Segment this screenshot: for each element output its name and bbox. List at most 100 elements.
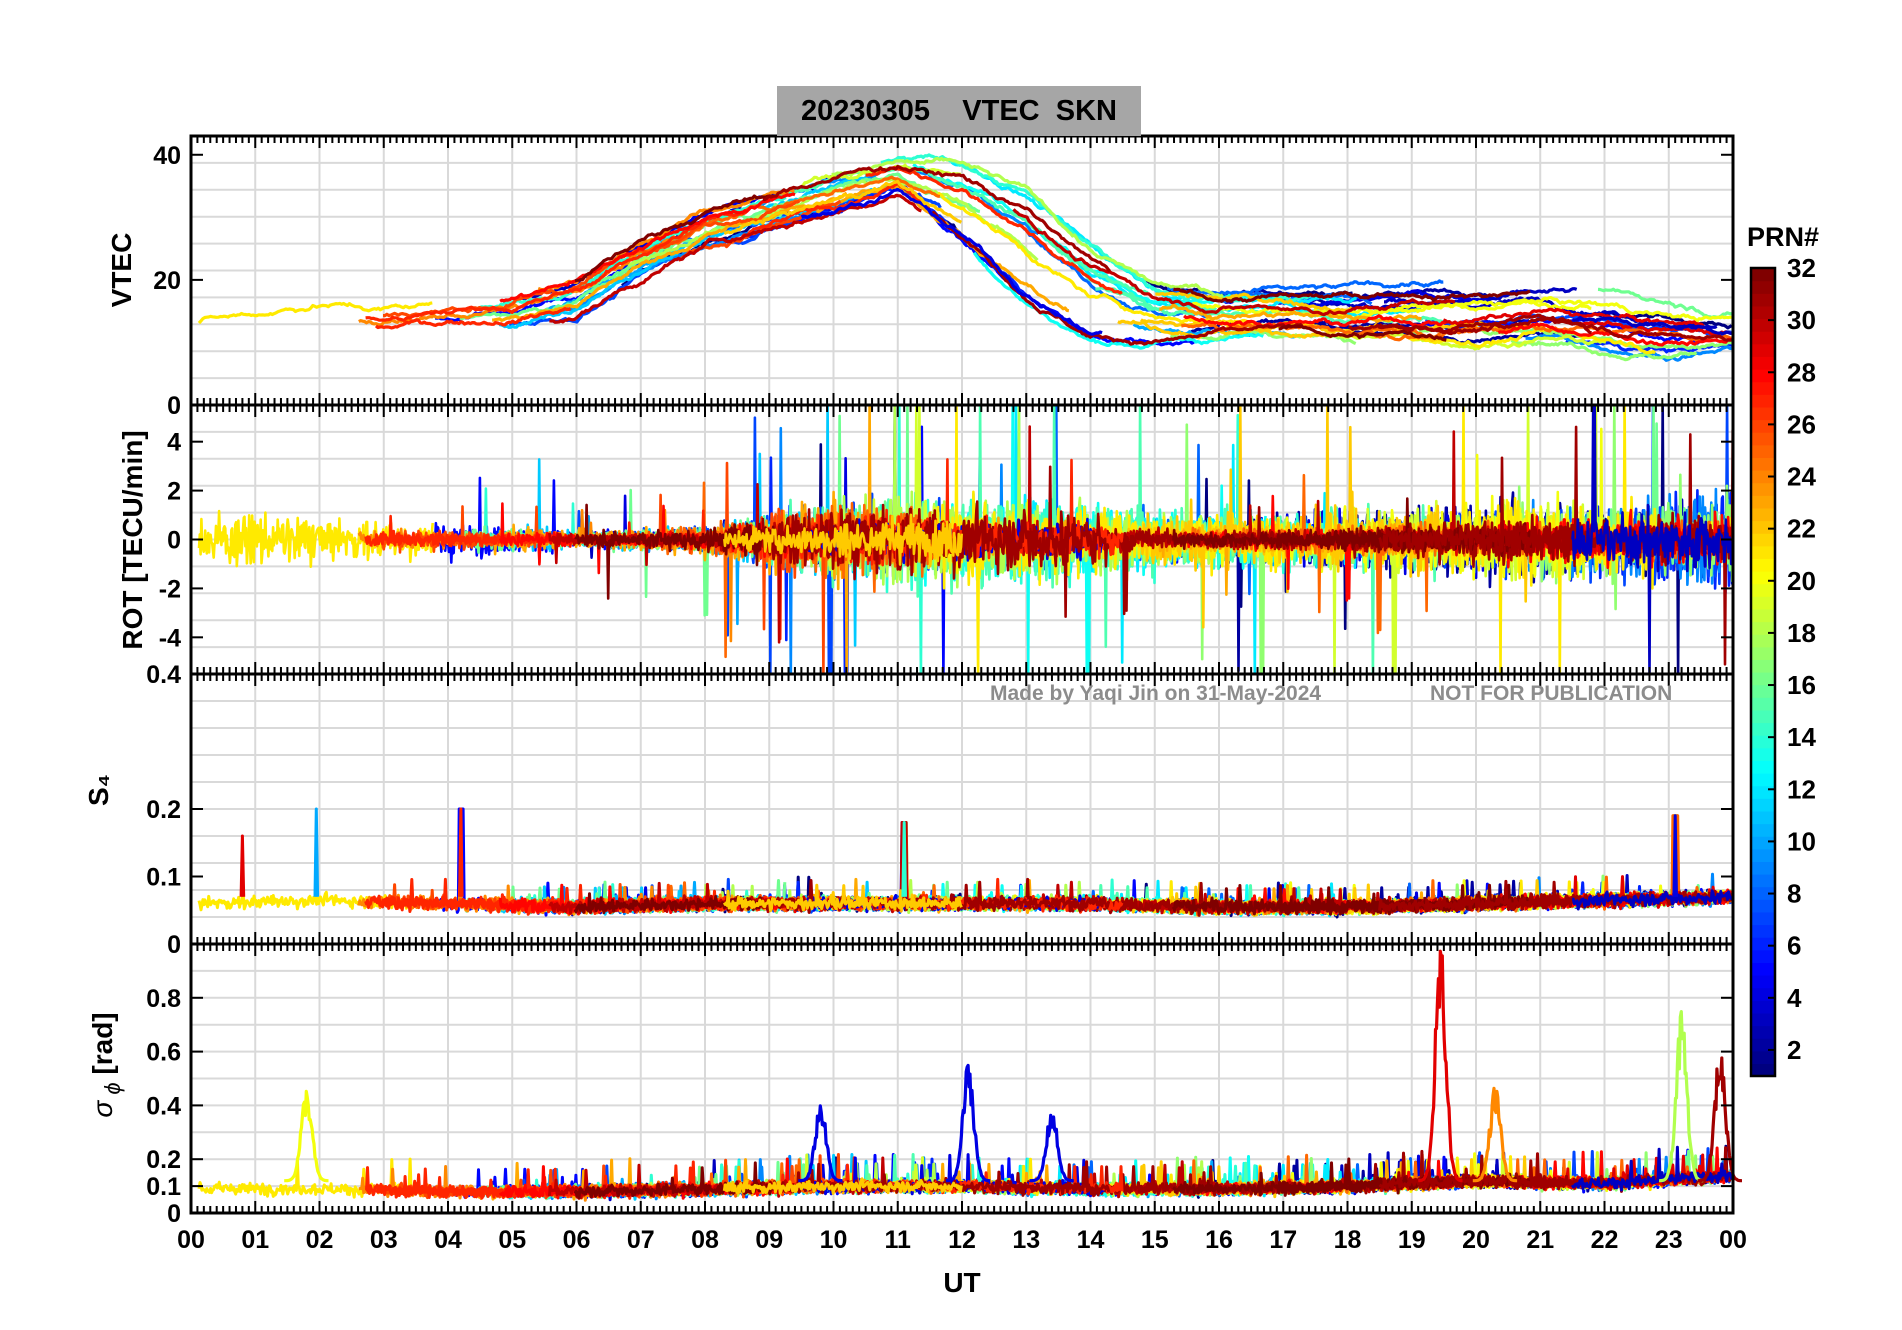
x-tick-label: 05 [498,1226,526,1254]
prn-22-series [723,513,963,568]
x-tick-label: 08 [691,1226,719,1254]
y-tick-label: 0.1 [146,1173,181,1201]
prn-22-series [722,883,963,913]
colorbar-segment [1751,672,1775,686]
y-tick-label: 0.2 [146,1146,181,1174]
colorbar-segment [1751,432,1775,446]
colorbar-tick-label: 24 [1787,462,1816,492]
y-tick-label: 0.1 [146,864,181,892]
colorbar-segment [1751,520,1775,534]
colorbar-segment [1751,583,1775,597]
x-tick-label: 09 [755,1226,783,1254]
data-lines [197,153,1743,1202]
prn-27-series [865,166,1123,295]
x-axis-label: UT [943,1267,980,1298]
grid-lines [190,136,1734,1213]
colorbar-segment [1751,874,1775,888]
colorbar-frame [1749,266,1777,1078]
colorbar-segment [1751,760,1775,774]
colorbar-segment [1751,507,1775,522]
colorbar-segment [1751,899,1775,913]
prn-3-series [1572,315,1733,336]
y-axis-label-rot: ROT [TECU/min] [117,430,148,649]
colorbar-tick-label: 10 [1787,826,1816,856]
colorbar-tick-label: 6 [1787,931,1801,961]
colorbar-segment [1751,621,1775,635]
colorbar-segment [1751,886,1775,900]
colorbar-segment [1751,634,1775,648]
colorbar-segment [1751,735,1775,749]
colorbar-segment [1751,773,1775,787]
axis-labels: 02040-4-202400.10.20.400.10.20.40.60.800… [83,142,1747,1298]
colorbar-segment [1751,911,1775,926]
colorbar-segment [1751,785,1775,799]
colorbar-tick-label: 14 [1787,722,1816,752]
colorbar-segment [1751,558,1775,572]
y-axis-label-sigma-phi: σ ϕ [rad] [87,1012,125,1117]
x-tick-label: 04 [434,1226,462,1254]
prn-32-series [1173,287,1531,304]
colorbar-tick-label: 12 [1787,774,1816,804]
watermark-notice: NOT FOR PUBLICATION [1430,682,1673,705]
prn-10-series [313,807,320,897]
watermark-author: Made by Yaqi Jin on 31-May-2024 [990,682,1322,705]
colorbar-segment [1751,836,1775,850]
colorbar-segment [1751,722,1775,736]
colorbar-segment [1751,305,1775,320]
y-tick-label: 2 [167,478,181,506]
y-tick-label: 0.4 [146,1092,181,1120]
colorbar-segment [1751,608,1775,623]
colorbar-segment [1751,1038,1775,1052]
prn-21-series [197,301,433,325]
prn-9-series [1525,333,1733,362]
prn-20-series [283,1089,330,1183]
prn-31-series [762,164,1112,273]
colorbar-tick-label: 20 [1787,566,1816,596]
x-tick-label: 16 [1205,1226,1233,1254]
colorbar-segment [1751,848,1775,862]
colorbar-segment [1751,861,1775,875]
x-tick-label: 15 [1141,1226,1169,1254]
colorbar-tick-label: 28 [1787,357,1816,387]
y-tick-label: 0.2 [146,796,181,824]
y-tick-label: 20 [153,267,181,295]
colorbar-segment [1751,747,1775,761]
x-tick-label: 23 [1655,1226,1683,1254]
prn-22-series [1155,291,1353,314]
x-tick-label: 01 [241,1226,269,1254]
prn-4-series [945,1063,991,1183]
y-tick-label: 0.8 [146,985,181,1013]
prn-31-series [1378,313,1733,342]
x-tick-label: 00 [177,1226,205,1254]
colorbar-segment [1751,709,1775,724]
colorbar-segment [1751,482,1775,496]
colorbar-segment [1751,419,1775,433]
y-tick-label: 4 [167,429,181,457]
colorbar-tick-label: 30 [1787,305,1816,335]
prn-29-series [1580,320,1732,336]
prn-31-series [1697,1056,1743,1183]
prn-3-series [1571,889,1734,911]
colorbar-segment [1751,444,1775,458]
colorbar-segment [1751,571,1775,585]
x-tick-label: 22 [1591,1226,1619,1254]
colorbar-segment [1751,457,1775,471]
colorbar-segment [1751,268,1775,282]
colorbar-tick-label: 8 [1787,879,1801,909]
colorbar-tick-label: 4 [1787,983,1802,1013]
colorbar-tick-label: 18 [1787,618,1816,648]
x-tick-label: 00 [1719,1226,1747,1254]
y-tick-label: 0.4 [146,661,181,689]
colorbar-segment [1751,646,1775,660]
x-tick-label: 03 [370,1226,398,1254]
colorbar-segment [1751,810,1775,825]
prn-29-series [1417,949,1464,1183]
colorbar-tick-label: 22 [1787,514,1816,544]
colorbar-segment [1751,697,1775,711]
colorbar-segment [1751,369,1775,383]
prn-17-series [1510,339,1698,362]
x-tick-label: 06 [563,1226,591,1254]
colorbar-segment [1751,949,1775,963]
colorbar-segment [1751,1000,1775,1014]
